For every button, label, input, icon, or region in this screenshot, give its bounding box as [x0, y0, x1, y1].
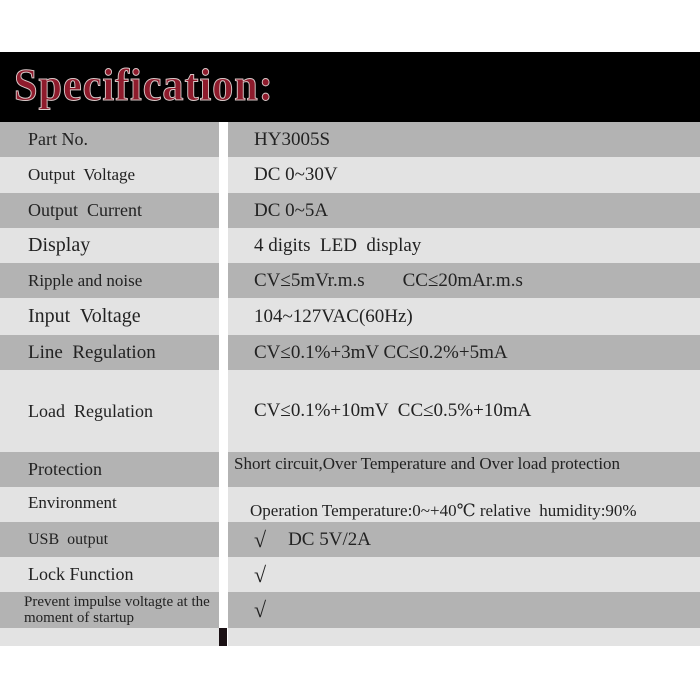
spec-value: Short circuit,Over Temperature and Over …: [234, 454, 621, 473]
table-row: Input Voltage 104~127VAC(60Hz): [0, 298, 700, 335]
spec-label-cell: Ripple and noise: [0, 263, 219, 298]
spec-label: Input Voltage: [28, 305, 141, 327]
page-title: Specification:: [14, 59, 274, 111]
spec-label-cell: USB output: [0, 522, 219, 557]
column-divider: [219, 452, 228, 487]
spec-label: Protection: [28, 459, 102, 479]
column-divider: [219, 370, 228, 452]
spec-label: Environment: [28, 493, 117, 512]
table-row: Prevent impulse voltagte at the moment o…: [0, 592, 700, 628]
spec-label: Output Voltage: [28, 165, 136, 184]
spec-label: Lock Function: [28, 564, 134, 584]
column-divider: [219, 335, 228, 370]
table-row: Line Regulation CV≤0.1%+3mV CC≤0.2%+5mA: [0, 335, 700, 370]
footer-right-cell: [228, 628, 700, 646]
spec-label-cell: Part No.: [0, 122, 219, 157]
spec-label: Part No.: [28, 129, 88, 149]
spec-value-cell: HY3005S: [228, 122, 700, 157]
spec-value-cell: DC 0~30V: [228, 157, 700, 193]
column-divider: [219, 193, 228, 228]
spec-label-cell: Protection: [0, 452, 219, 487]
spec-value-cell: 104~127VAC(60Hz): [228, 298, 700, 335]
spec-label-cell: Output Current: [0, 193, 219, 228]
spec-value-cell: CV≤0.1%+3mV CC≤0.2%+5mA: [228, 335, 700, 370]
spec-label: Output Current: [28, 200, 142, 220]
spec-value-cell: CV≤0.1%+10mV CC≤0.5%+10mA: [228, 370, 700, 452]
column-divider: [219, 522, 228, 557]
spec-value: CV≤5mVr.m.s CC≤20mAr.m.s: [254, 269, 523, 291]
spec-value: Operation Temperature:0~+40℃ relative hu…: [250, 501, 637, 520]
column-divider: [219, 122, 228, 157]
spec-label-cell: Load Regulation: [0, 370, 219, 452]
column-divider: [219, 557, 228, 592]
spec-value-cell: CV≤5mVr.m.s CC≤20mAr.m.s: [228, 263, 700, 298]
spec-label: Display: [28, 234, 91, 256]
spec-value: DC 0~30V: [254, 164, 338, 185]
spec-label-cell: Line Regulation: [0, 335, 219, 370]
spec-value-cell: √ DC 5V/2A: [228, 522, 700, 557]
spec-value-cell: √: [228, 557, 700, 592]
spec-label-cell: Input Voltage: [0, 298, 219, 335]
footer-left-cell: [0, 628, 219, 646]
header-bar: Specification:: [0, 52, 700, 122]
column-divider: [219, 228, 228, 263]
table-row: Output Current DC 0~5A: [0, 193, 700, 228]
column-divider: [219, 263, 228, 298]
spec-value-cell: Short circuit,Over Temperature and Over …: [228, 452, 700, 487]
spec-label-cell: Prevent impulse voltagte at the moment o…: [0, 592, 219, 628]
table-row: Part No. HY3005S: [0, 122, 700, 157]
checkmark-icon: √: [254, 526, 267, 552]
column-divider: [219, 487, 228, 522]
spec-label: Prevent impulse voltagte at the moment o…: [24, 594, 214, 626]
spec-value-cell: Operation Temperature:0~+40℃ relative hu…: [228, 487, 700, 522]
divider-mark: [219, 628, 227, 646]
spec-label-cell: Display: [0, 228, 219, 263]
spec-label: Load Regulation: [28, 400, 153, 421]
table-row: Protection Short circuit,Over Temperature…: [0, 452, 700, 487]
column-divider: [219, 298, 228, 335]
spec-value: DC 0~5A: [254, 199, 329, 221]
spec-value: CV≤0.1%+3mV CC≤0.2%+5mA: [254, 341, 508, 363]
spec-label: Ripple and noise: [28, 270, 143, 290]
spec-label-cell: Lock Function: [0, 557, 219, 592]
spec-value: 104~127VAC(60Hz): [254, 305, 413, 327]
spec-label-cell: Environment: [0, 487, 219, 522]
table-row: Load Regulation CV≤0.1%+10mV CC≤0.5%+10mA: [0, 370, 700, 452]
table-row: Ripple and noise CV≤5mVr.m.s CC≤20mAr.m.s: [0, 263, 700, 298]
spec-value: 4 digits LED display: [254, 234, 422, 256]
table-footer-row: [0, 628, 700, 646]
spec-value-cell: √: [228, 592, 700, 628]
table-row: Environment Operation Temperature:0~+40℃ …: [0, 487, 700, 522]
table-row: USB output √ DC 5V/2A: [0, 522, 700, 557]
checkmark-icon: √: [254, 597, 267, 622]
table-row: Display 4 digits LED display: [0, 228, 700, 263]
spec-value: HY3005S: [254, 128, 331, 150]
spec-label: Line Regulation: [28, 341, 156, 363]
spec-value: CV≤0.1%+10mV CC≤0.5%+10mA: [254, 400, 532, 421]
table-row: Lock Function √: [0, 557, 700, 592]
spec-value-cell: 4 digits LED display: [228, 228, 700, 263]
column-divider: [219, 157, 228, 193]
spec-value-cell: DC 0~5A: [228, 193, 700, 228]
spec-label: USB output: [28, 530, 109, 548]
spec-value: DC 5V/2A: [288, 528, 371, 550]
checkmark-icon: √: [254, 561, 267, 587]
column-divider: [219, 592, 228, 628]
spec-label-cell: Output Voltage: [0, 157, 219, 193]
table-row: Output Voltage DC 0~30V: [0, 157, 700, 193]
